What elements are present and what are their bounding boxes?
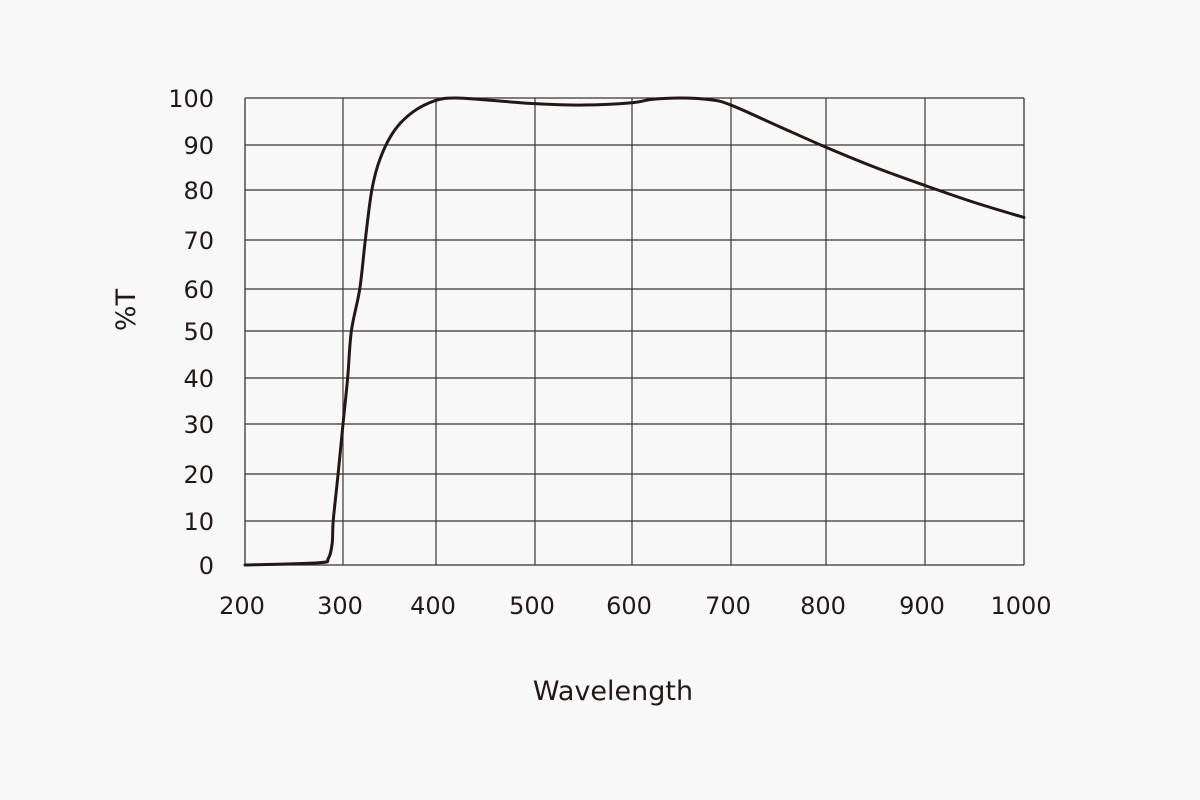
- y-tick-label: 100: [168, 85, 214, 113]
- x-axis-label: Wavelength: [533, 676, 693, 707]
- x-tick-label: 400: [410, 592, 456, 620]
- tick-labels: 200 300 400 500 600 700 800 900 1000 0 10 20 30 40 50 6…: [168, 85, 1051, 620]
- x-tick-label: 700: [705, 592, 751, 620]
- y-tick-label: 50: [183, 318, 214, 346]
- x-tick-label: 500: [509, 592, 555, 620]
- y-tick-label: 80: [183, 177, 214, 205]
- x-tick-label: 300: [317, 592, 363, 620]
- y-tick-label: 0: [199, 552, 214, 580]
- y-tick-label: 90: [183, 132, 214, 160]
- y-tick-label: 30: [183, 411, 214, 439]
- x-tick-label: 200: [219, 592, 265, 620]
- x-tick-label: 1000: [990, 592, 1051, 620]
- y-tick-label: 10: [183, 508, 214, 536]
- transmission-curve: [243, 96, 1026, 567]
- y-axis-label: %T: [111, 288, 142, 331]
- y-tick-label: 20: [183, 461, 214, 489]
- grid: [244, 97, 1025, 566]
- x-tick-label: 600: [606, 592, 652, 620]
- y-tick-label: 70: [183, 227, 214, 255]
- x-tick-label: 800: [800, 592, 846, 620]
- x-tick-label: 900: [899, 592, 945, 620]
- y-tick-label: 60: [183, 276, 214, 304]
- y-tick-label: 40: [183, 365, 214, 393]
